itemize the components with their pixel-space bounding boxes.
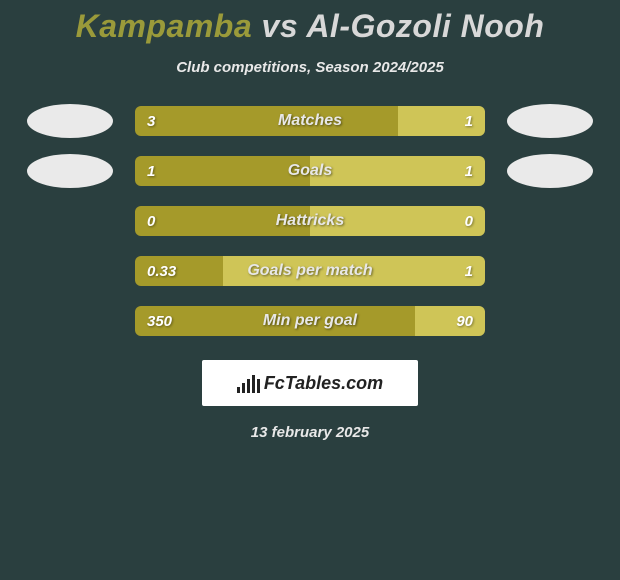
bar-segment-left: 3 (135, 106, 398, 136)
stat-bar: 35090Min per goal (135, 306, 485, 336)
right-value: 1 (465, 163, 473, 180)
stat-bar: 00Hattricks (135, 206, 485, 236)
vs-text: vs (262, 8, 299, 44)
bar-segment-right: 1 (223, 256, 486, 286)
bar-segment-right: 0 (310, 206, 485, 236)
stat-row: 00Hattricks (0, 204, 620, 238)
right-value: 0 (465, 213, 473, 230)
stat-row: 35090Min per goal (0, 304, 620, 338)
player2-avatar (507, 154, 593, 188)
player2-avatar (507, 104, 593, 138)
left-value: 0.33 (147, 263, 176, 280)
page-title: Kampamba vs Al-Gozoli Nooh (0, 8, 620, 45)
stat-rows: 31Matches11Goals00Hattricks0.331Goals pe… (0, 104, 620, 338)
logo-text: FcTables.com (264, 373, 383, 394)
stat-row: 0.331Goals per match (0, 254, 620, 288)
logo-bar (252, 375, 255, 393)
bar-segment-right: 1 (310, 156, 485, 186)
player2-name: Al-Gozoli Nooh (306, 8, 544, 44)
player1-avatar (27, 104, 113, 138)
stat-bar: 11Goals (135, 156, 485, 186)
bar-segment-right: 1 (398, 106, 486, 136)
right-value: 1 (465, 113, 473, 130)
bar-segment-left: 350 (135, 306, 415, 336)
logo-bar (242, 383, 245, 393)
comparison-widget: Kampamba vs Al-Gozoli Nooh Club competit… (0, 0, 620, 441)
player1-name: Kampamba (76, 8, 253, 44)
left-value: 0 (147, 213, 155, 230)
fctables-logo[interactable]: FcTables.com (202, 360, 418, 406)
right-value: 90 (456, 313, 473, 330)
left-value: 3 (147, 113, 155, 130)
logo-bars-icon (237, 373, 260, 393)
right-value: 1 (465, 263, 473, 280)
bar-segment-left: 0.33 (135, 256, 223, 286)
left-value: 350 (147, 313, 172, 330)
stat-bar: 0.331Goals per match (135, 256, 485, 286)
left-value: 1 (147, 163, 155, 180)
bar-segment-left: 0 (135, 206, 310, 236)
bar-segment-left: 1 (135, 156, 310, 186)
date-label: 13 february 2025 (0, 424, 620, 441)
player1-avatar (27, 154, 113, 188)
stat-row: 11Goals (0, 154, 620, 188)
bar-segment-right: 90 (415, 306, 485, 336)
logo-bar (247, 379, 250, 393)
stat-bar: 31Matches (135, 106, 485, 136)
stat-row: 31Matches (0, 104, 620, 138)
logo-bar (257, 379, 260, 393)
subtitle: Club competitions, Season 2024/2025 (0, 59, 620, 76)
logo-bar (237, 387, 240, 393)
